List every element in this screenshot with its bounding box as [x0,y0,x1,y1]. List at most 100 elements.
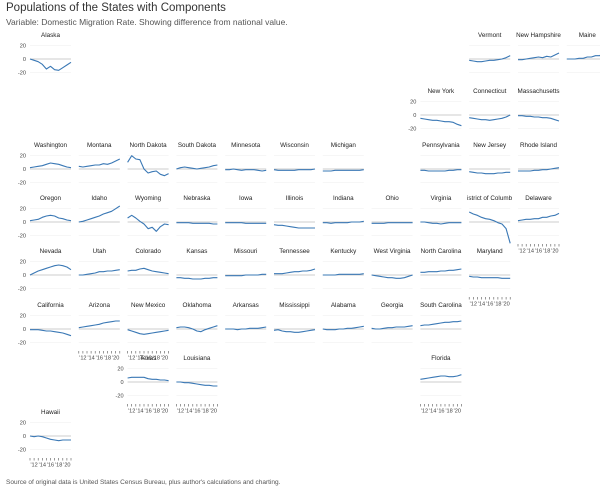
series-line-connecticut [469,114,511,121]
x-tick-label: '12 [421,409,428,415]
series-line-arkansas [225,326,267,331]
y-tick-label: 0 [413,113,416,119]
x-tick-label: '20 [551,249,558,255]
x-tick-label: '12 [30,463,37,469]
y-tick-label: -20 [18,233,26,239]
panel-new-york: New York 20 0 -20 [408,88,462,132]
panel-new-jersey: New Jersey [469,142,511,183]
panel-label-nebraska: Nebraska [183,195,210,202]
y-tick-label: 20 [20,44,26,50]
x-tick-label: '16 [486,302,493,308]
panel-michigan: Michigan [322,142,364,183]
panel-vermont: Vermont [469,32,511,73]
x-tick-label: '12 [177,409,184,415]
series-line-washington [29,162,72,169]
x-tick-label: '14 [527,249,534,255]
series-line-kentucky [322,273,364,276]
series-line-nevada [29,264,72,276]
series-line-west-virginia [371,274,413,279]
panel-label-rhode-island: Rhode Island [520,142,558,149]
series-line-texas [127,376,169,382]
panel-label-arizona: Arizona [89,302,111,309]
series-line-colorado [127,267,169,275]
y-tick-label: -20 [18,70,26,76]
series-line-illinois [273,224,315,229]
panel-tennessee: Tennessee [274,248,316,289]
series-line-district-of-columbia [468,211,511,244]
series-line-south-carolina [420,320,462,327]
panel-label-pennsylvania: Pennsylvania [422,142,460,149]
x-tick-label: '14 [39,463,46,469]
series-line-mississippi [273,329,316,333]
x-tick-label: '16 [96,356,103,362]
panel-label-maryland: Maryland [477,248,503,255]
panel-delaware: Delaware '12'14'16'18'20 [517,195,560,255]
panel-label-mississippi: Mississippi [279,302,309,309]
panel-louisiana: Louisiana '12'14'16'18'20 [176,355,218,415]
series-line-new-hampshire [518,52,560,61]
panel-label-florida: Florida [431,355,451,362]
panel-label-arkansas: Arkansas [233,302,259,309]
series-line-maine [566,54,600,60]
panel-south-carolina: South Carolina [420,302,462,343]
y-tick-label: 0 [120,380,123,386]
panel-label-oklahoma: Oklahoma [183,302,212,309]
series-line-oregon [29,214,72,222]
series-line-rhode-island [518,167,560,172]
series-line-new-jersey [469,171,511,175]
panel-idaho: Idaho [78,195,121,236]
panel-label-utah: Utah [93,248,107,255]
series-line-virginia [420,221,462,225]
series-line-alaska [29,58,72,71]
panel-minnesota: Minnesota [225,142,267,183]
panel-label-district-of-columbia: District of Columbia [462,195,517,202]
series-line-wisconsin [273,168,316,171]
panel-label-kansas: Kansas [186,248,207,255]
panel-montana: Montana [78,142,121,183]
panel-ohio: Ohio [371,195,413,236]
series-line-arizona [78,320,120,329]
panel-label-wyoming: Wyoming [135,195,162,202]
x-tick-label: '16 [535,249,542,255]
panel-label-south-carolina: South Carolina [420,302,462,309]
x-tick-label: '12 [128,356,135,362]
panel-nebraska: Nebraska [176,195,218,236]
panel-label-hawaii: Hawaii [41,409,60,416]
series-line-michigan [322,169,364,172]
x-tick-label: '20 [112,356,119,362]
panel-label-idaho: Idaho [91,195,107,202]
x-tick-label: '18 [494,302,501,308]
panel-missouri: Missouri [225,248,267,289]
panel-wyoming: Wyoming [127,195,169,236]
panel-arizona: Arizona '12'14'16'18'20 [78,302,121,362]
panel-label-tennessee: Tennessee [279,248,310,255]
x-tick-label: '20 [161,356,168,362]
panel-district-of-columbia: District of Columbia [462,195,517,244]
panel-maine: Maine [566,32,600,73]
series-line-idaho [78,205,121,223]
panel-label-south-dakota: South Dakota [178,142,217,149]
series-line-tennessee [274,268,316,275]
x-tick-label: '18 [543,249,550,255]
series-line-north-dakota [127,155,169,177]
panel-virginia: Virginia [420,195,462,236]
series-line-nebraska [176,222,218,225]
panel-north-carolina: North Carolina [420,248,462,289]
series-line-south-dakota [176,164,218,170]
panel-west-virginia: West Virginia [371,248,413,289]
panel-washington: Washington 20 0 -20 [18,142,72,186]
series-line-utah [78,269,120,276]
x-tick-label: '16 [144,409,151,415]
panel-wisconsin: Wisconsin [273,142,316,183]
x-tick-label: '18 [55,463,62,469]
series-line-florida [420,374,462,380]
panel-label-connecticut: Connecticut [473,88,507,95]
panel-pennsylvania: Pennsylvania [420,142,462,183]
y-tick-label: 20 [117,367,123,373]
x-tick-label: '14 [136,356,143,362]
panel-florida: Florida '12'14'16'18'20 [420,355,462,415]
series-line-new-york [420,117,462,127]
panel-new-mexico: New Mexico '12'14'16'18'20 [127,302,169,362]
series-line-missouri [225,273,267,277]
